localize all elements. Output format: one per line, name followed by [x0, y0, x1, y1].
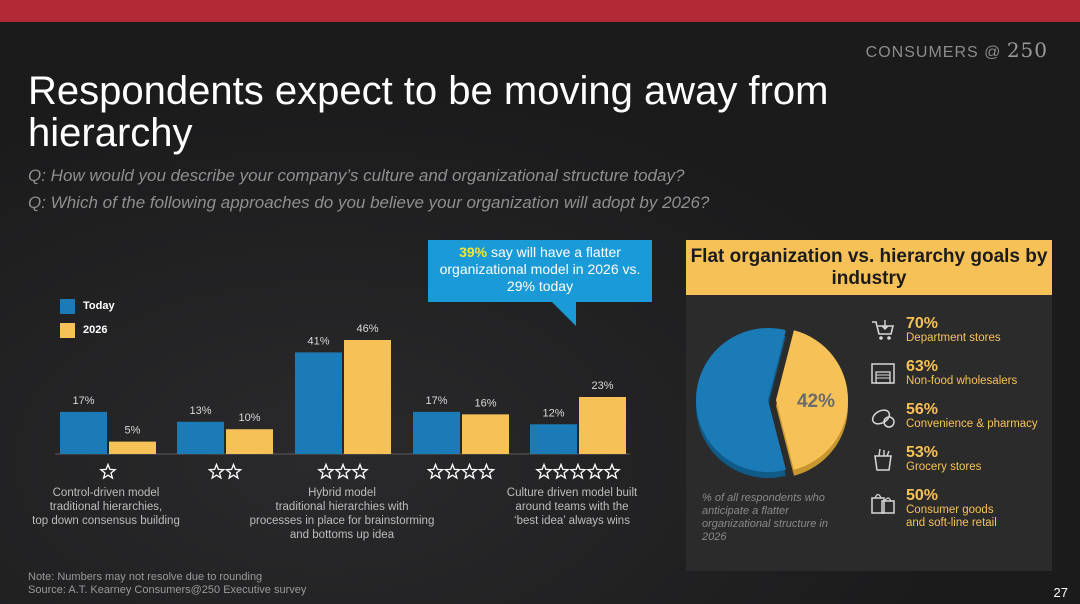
bar-2026-5: [579, 397, 626, 454]
legend-swatch-today: [60, 298, 75, 314]
star-icon: [460, 462, 479, 480]
bar-today-5: [530, 424, 577, 454]
bar-today-3: [295, 352, 342, 454]
star-icon: [334, 462, 352, 480]
star-icon: [552, 462, 570, 480]
page-title: Respondents expect to be moving away fro…: [28, 69, 829, 155]
star-icon: [99, 462, 117, 480]
category-annotation-5: Culture driven model built around teams …: [452, 486, 692, 528]
category-annotation-3: Hybrid model traditional hierarchies wit…: [222, 486, 462, 542]
data-label-2026-1: 5%: [125, 425, 141, 437]
footer-notes: Note: Numbers may not resolve due to rou…: [28, 571, 306, 597]
annotation-line: ‘best idea’ always wins: [514, 515, 630, 527]
industry-row-grocery-stores: 53% Grocery stores: [870, 444, 981, 484]
annotation-line: and bottoms up idea: [289, 529, 395, 541]
star-icon: [535, 462, 553, 480]
annotation-line: traditional hierarchies,: [49, 501, 163, 513]
industry-row-department-stores: 70% Department stores: [870, 315, 1001, 355]
industry-name: Grocery stores: [906, 461, 982, 473]
data-label-2026-2: 10%: [238, 412, 260, 424]
star-icon: [586, 462, 604, 480]
star-icon: [207, 462, 226, 480]
star-icon: [426, 462, 445, 480]
bar-2026-2: [226, 429, 273, 454]
annotation-line: Culture driven model built: [506, 487, 638, 499]
page-number: 27: [1053, 585, 1068, 600]
legend-label-today: Today: [83, 300, 115, 312]
annotation-line: Hybrid model: [308, 487, 376, 499]
callout-box: 39% say will have a flatter organization…: [428, 240, 652, 302]
annotation-line: processes in place for brainstorming: [249, 515, 435, 527]
pie-label: 42%: [797, 391, 835, 412]
data-label-today-4: 17%: [425, 395, 447, 407]
bar-2026-1: [109, 441, 156, 454]
industry-row-non-food-wholesalers: 63% Non-food wholesalers: [870, 358, 1017, 398]
callout-tail: [550, 300, 576, 326]
brand-logo: CONSUMERS @ 250: [866, 38, 1048, 62]
legend-label-2026: 2026: [83, 324, 108, 336]
star-icon: [477, 462, 496, 480]
annotation-line: top down consensus building: [32, 515, 180, 527]
data-label-today-3: 41%: [307, 335, 329, 347]
annotation-line: Control-driven model: [52, 487, 160, 499]
star-icon: [603, 462, 621, 480]
industry-pct: 50%: [906, 487, 939, 504]
legend-swatch-2026: [60, 322, 75, 338]
panel-title: Flat organization vs. hierarchy goals by…: [686, 240, 1052, 295]
grocery-bag-icon: [874, 448, 892, 471]
industry-name: Consumer goods: [906, 504, 994, 516]
annotation-line: around teams with the: [515, 501, 629, 513]
brand-text: CONSUMERS @: [865, 44, 1002, 61]
legend-item-2026: 2026: [60, 318, 115, 342]
chart-legend: Today 2026: [60, 294, 115, 342]
shopping-cart-icon: [872, 320, 895, 340]
legend-item-today: Today: [60, 294, 115, 318]
data-label-today-1: 17%: [72, 395, 94, 407]
callout-text: say will have a flatter organizational m…: [439, 244, 641, 294]
data-label-today-2: 13%: [189, 405, 211, 417]
bar-today-4: [413, 411, 460, 454]
bar-today-1: [60, 411, 107, 454]
industry-name: Convenience & pharmacy: [906, 418, 1038, 430]
pie-slice-flat: [776, 330, 849, 470]
data-label-2026-5: 23%: [591, 380, 613, 392]
star-icon: [443, 462, 462, 480]
bar-2026-3: [344, 340, 391, 454]
industry-row-convenience-pharmacy: 56% Convenience & pharmacy: [870, 401, 1038, 441]
shopping-bags-icon: [871, 493, 895, 514]
industry-pct: 70%: [906, 315, 939, 332]
industry-row-consumer-goods: 50% Consumer goods and soft-line retail: [870, 487, 997, 529]
bar-today-2: [177, 421, 224, 454]
star-icon: [569, 462, 587, 480]
pie-chart: 42%: [696, 328, 849, 478]
footer-source: Source: A.T. Kearney Consumers@250 Execu…: [28, 584, 307, 596]
top-accent-bar: [0, 0, 1080, 22]
footer-note: Note: Numbers may not resolve due to rou…: [28, 571, 263, 583]
warehouse-icon: [871, 363, 895, 384]
industry-pct: 53%: [906, 444, 939, 461]
star-icon: [351, 462, 369, 480]
pie-caption: % of all respondents who anticipate a fl…: [702, 492, 828, 543]
data-label-2026-4: 16%: [474, 397, 496, 409]
star-icon: [317, 462, 335, 480]
annotation-line: traditional hierarchies with: [275, 501, 409, 513]
question-2: Q: Which of the following approaches do …: [28, 193, 710, 212]
data-label-2026-3: 46%: [356, 323, 378, 335]
pie-slice-other: [696, 328, 786, 473]
pills-icon: [871, 409, 895, 428]
data-label-today-5: 12%: [542, 407, 564, 419]
industry-pct: 63%: [906, 358, 939, 375]
bar-2026-4: [462, 414, 509, 454]
category-annotation-1: Control-driven model traditional hierarc…: [0, 486, 226, 528]
industry-pct: 56%: [906, 401, 939, 418]
brand-number: 250: [1006, 38, 1048, 62]
industry-name: Non-food wholesalers: [906, 375, 1018, 387]
industry-name: Department stores: [906, 332, 1001, 344]
callout-highlight: 39%: [459, 244, 488, 260]
star-icon: [224, 462, 243, 480]
industry-name: and soft-line retail: [906, 517, 997, 529]
question-1: Q: How would you describe your company’s…: [28, 166, 685, 185]
